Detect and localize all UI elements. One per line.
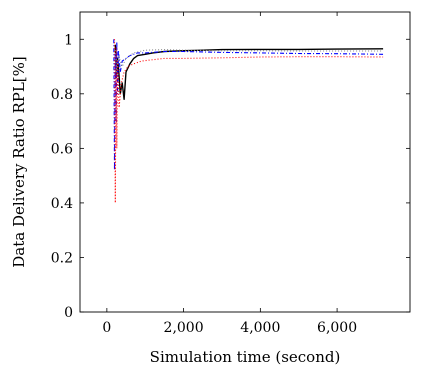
x-tick-label: 4,000 (240, 320, 280, 336)
x-tick-label: 0 (102, 320, 111, 336)
series-line-3 (113, 39, 384, 204)
plot-area: 0 2,000 4,000 6,000 0 0.2 0.4 0.6 0.8 1 (51, 11, 411, 336)
y-tick-label: 0.8 (51, 87, 73, 103)
series-line-2 (113, 39, 384, 171)
y-tick-label: 1 (64, 32, 73, 48)
y-tick-label: 0.6 (51, 141, 73, 157)
plot-frame (79, 11, 411, 313)
y-axis-title: Data Delivery Ratio RPL[%] (10, 56, 28, 267)
y-tick-label: 0 (64, 305, 73, 321)
y-tick-label: 0.4 (51, 196, 73, 212)
y-tick-label: 0.2 (51, 250, 73, 266)
x-axis-title: Simulation time (second) (150, 348, 341, 366)
x-tick-label: 2,000 (164, 320, 204, 336)
x-tick-label: 6,000 (317, 320, 357, 336)
series-line-1 (114, 44, 384, 101)
